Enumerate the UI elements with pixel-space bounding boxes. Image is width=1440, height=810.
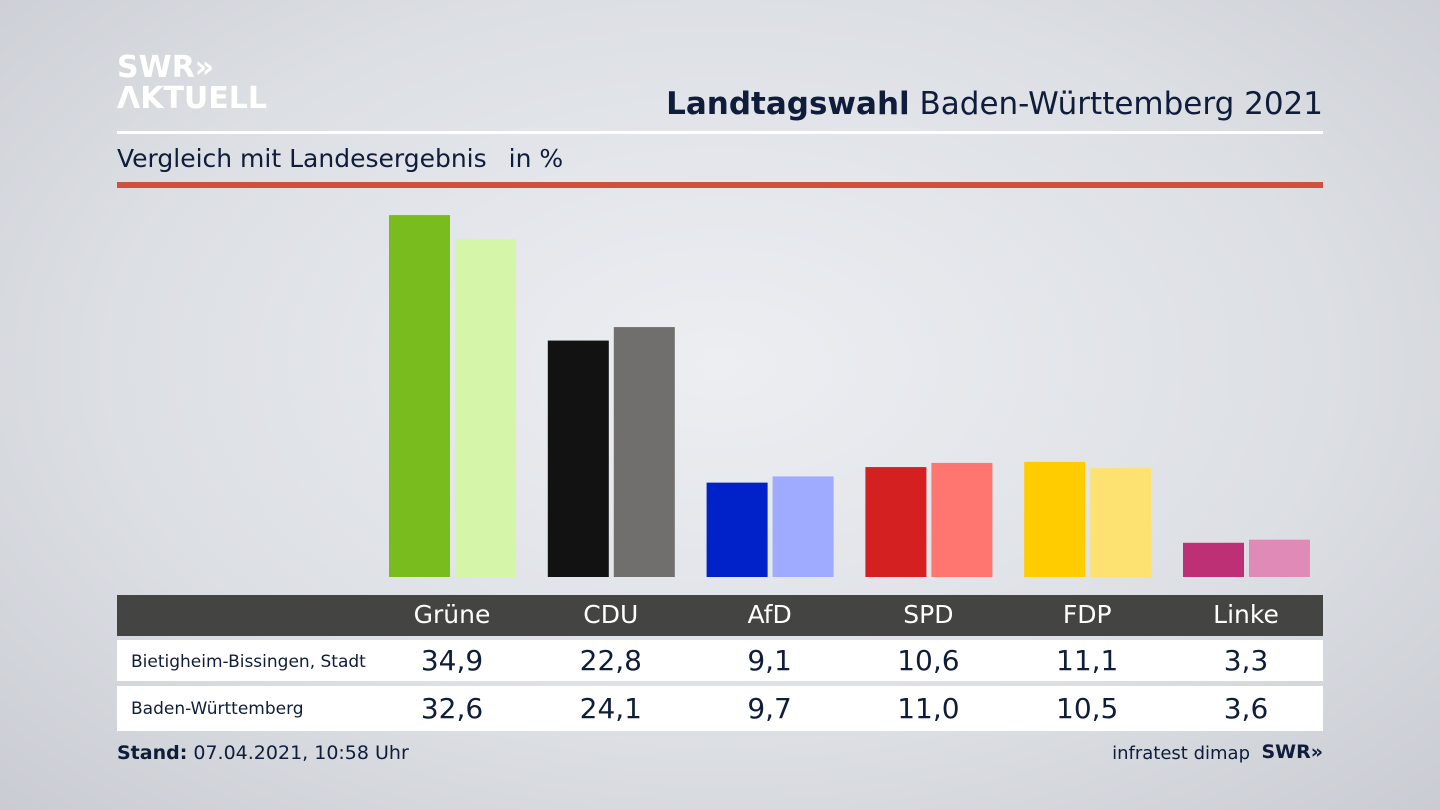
stand-value: 07.04.2021, 10:58 Uhr [187,742,409,764]
value-label: 3,3 [1223,644,1269,677]
value-label: 11,1 [1056,644,1119,677]
value-label: 10,6 [897,644,960,677]
bar-linke-series-0 [1183,542,1244,577]
value-label: 3,6 [1223,692,1269,725]
table-row: Bietigheim-Bissingen, Stadt 34,9 22,8 9,1 10… [117,640,1323,681]
swr-logo: SWR» [1261,741,1323,763]
column-header: Grüne [413,600,491,629]
stand-label: Stand: [117,742,188,764]
bar-spd-series-0 [865,467,927,577]
unit-label: in % [508,144,564,173]
timestamp: Stand: 07.04.2021, 10:58 Uhr [117,742,409,764]
column-header: FDP [1062,600,1112,629]
subtitle-text: Vergleich mit Landesergebnis [117,144,487,173]
column-header: AfD [747,600,792,629]
swr-aktuell-logo: SWR» ΛKTUELL [117,52,267,114]
row-label: Bietigheim-Bissingen, Stadt [131,652,366,672]
bar-fdp-series-1 [1090,468,1152,577]
logo-line-2: ΛKTUELL [117,81,268,116]
table-row: Baden-Württemberg 32,6 24,1 9,7 11,0 10,5 3,6 [117,686,1323,731]
value-label: 32,6 [420,692,484,725]
logo-line-1: SWR» [117,50,215,85]
bar-spd-series-1 [931,462,993,577]
value-label: 10,5 [1056,692,1119,725]
divider [117,131,1323,134]
table-header: Grüne CDU AfD SPD FDP Linke [117,595,1323,636]
value-label: 34,9 [420,644,484,677]
bar-cdu-series-0 [547,340,609,577]
bar-afd-series-1 [772,476,834,577]
row-label: Baden-Württemberg [131,699,304,719]
title-rest: Baden-Württemberg 2021 [909,86,1324,122]
title-bold: Landtagswahl [666,86,910,122]
column-header: CDU [583,600,639,629]
bar-cdu-series-1 [613,327,675,577]
value-label: 11,0 [897,692,960,725]
bar-grüne-series-1 [455,238,516,578]
value-label: 22,8 [579,644,642,677]
subtitle: Vergleich mit Landesergebnis in % [117,144,563,173]
column-header: SPD [903,600,954,629]
page-title: Landtagswahl Baden-Württemberg 2021 [666,86,1323,122]
bar-grüne-series-0 [389,215,450,577]
value-label: 24,1 [579,692,642,725]
accent-divider [117,182,1323,188]
bar-fdp-series-0 [1024,461,1086,577]
source: infratest dimap [1112,743,1250,764]
bar-linke-series-1 [1249,539,1310,577]
bar-afd-series-0 [706,482,768,577]
column-header: Linke [1213,600,1279,629]
value-label: 9,7 [747,692,792,725]
value-label: 9,1 [747,644,792,677]
